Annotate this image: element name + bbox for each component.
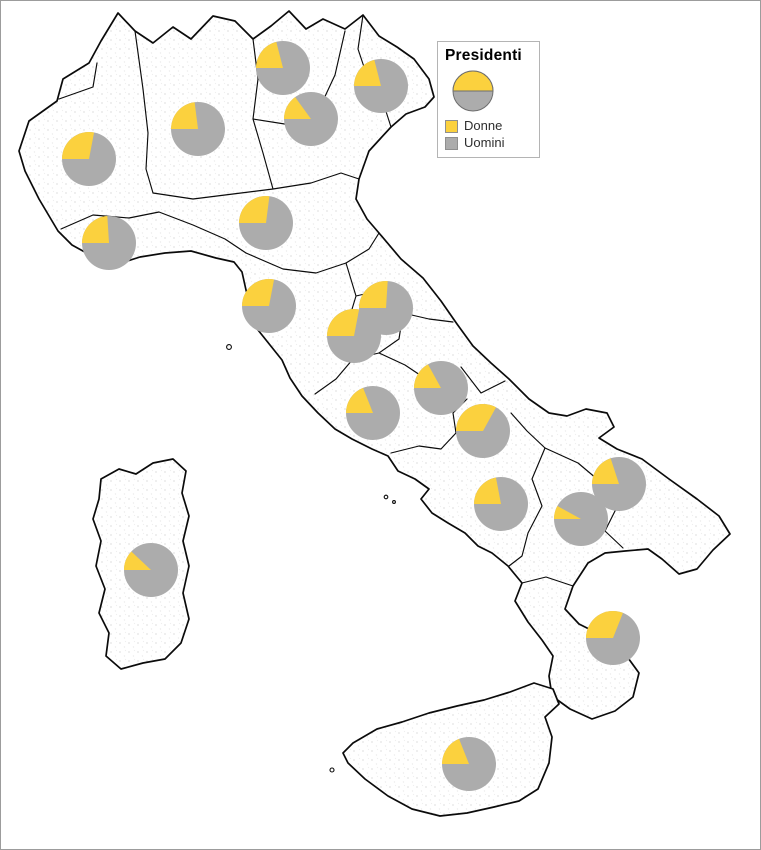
pie-umbria — [327, 309, 381, 363]
half-pie-icon — [452, 70, 494, 112]
pie-basilicata — [553, 492, 608, 546]
pie-sicilia — [442, 737, 496, 791]
pie-veneto — [284, 92, 338, 146]
pie-campania — [474, 477, 528, 531]
uomini-swatch-icon — [445, 136, 458, 150]
pie-liguria — [81, 216, 136, 270]
donne-swatch-icon — [445, 119, 458, 133]
pontine-island-2 — [392, 500, 396, 504]
egadi-island — [329, 767, 335, 773]
pie-sardegna — [124, 543, 178, 597]
legend-item-uomini: Uomini — [445, 136, 532, 150]
pie-friuli-venezia-giulia — [354, 59, 408, 113]
elba-island — [226, 344, 232, 350]
pie-calabria — [586, 611, 640, 665]
pie-trentino-alto-adige — [256, 41, 310, 95]
pie-toscana — [242, 279, 296, 333]
uomini-label: Uomini — [464, 135, 505, 150]
pie-molise — [456, 403, 510, 458]
pie-lombardia — [171, 102, 225, 156]
mainland-outline — [18, 10, 731, 720]
pie-puglia — [592, 457, 646, 511]
pie-abruzzo — [414, 361, 468, 415]
pie-piemonte — [62, 132, 116, 186]
pontine-island — [383, 494, 389, 500]
legend-item-donne: Donne — [445, 119, 532, 133]
donne-label: Donne — [464, 118, 503, 133]
region-pie-charts — [62, 41, 646, 791]
legend-title: Presidenti — [445, 47, 522, 64]
pie-lazio — [346, 386, 400, 440]
pie-emilia-romagna — [239, 195, 293, 250]
legend: Presidenti Donne Uomini — [437, 41, 540, 158]
